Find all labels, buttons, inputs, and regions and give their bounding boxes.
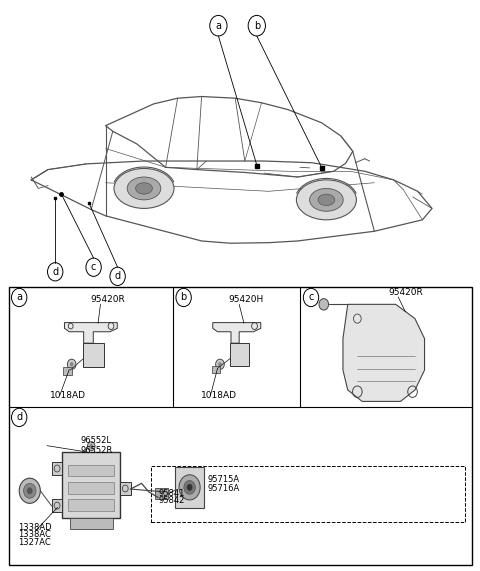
Ellipse shape [127, 177, 161, 200]
Bar [151, 466, 465, 522]
Bar [120, 482, 131, 494]
Bar [9, 287, 472, 565]
Circle shape [184, 481, 195, 494]
Circle shape [89, 444, 93, 449]
Circle shape [27, 488, 33, 494]
Bar [68, 482, 114, 493]
Circle shape [179, 475, 200, 500]
Text: 96552L: 96552L [81, 436, 112, 445]
Text: c: c [308, 292, 314, 303]
Text: 95420R: 95420R [388, 288, 423, 297]
Text: 95716A: 95716A [208, 484, 240, 493]
Text: d: d [16, 412, 22, 423]
Bar [70, 517, 113, 529]
Text: 1018AD: 1018AD [201, 391, 237, 400]
Text: 1018AD: 1018AD [50, 391, 86, 400]
Text: d: d [52, 267, 58, 277]
Polygon shape [213, 323, 261, 343]
Text: 95420H: 95420H [229, 295, 264, 304]
Circle shape [187, 484, 192, 491]
Text: c: c [91, 262, 96, 272]
Text: 1327AC: 1327AC [18, 538, 51, 546]
Text: 95841: 95841 [158, 489, 185, 497]
Text: a: a [16, 292, 22, 303]
Ellipse shape [114, 168, 174, 208]
Circle shape [87, 442, 95, 451]
Bar [68, 499, 114, 510]
Text: 95420R: 95420R [90, 295, 125, 304]
Bar [212, 366, 220, 373]
Bar [83, 343, 104, 367]
Bar [175, 467, 204, 508]
Bar [62, 452, 120, 517]
Text: a: a [216, 21, 221, 31]
Polygon shape [343, 304, 424, 401]
Circle shape [218, 362, 222, 367]
Text: 1338AD: 1338AD [18, 523, 52, 532]
Bar [52, 499, 62, 512]
Ellipse shape [310, 188, 343, 211]
Text: 95715A: 95715A [208, 475, 240, 484]
Bar [68, 465, 114, 476]
Circle shape [24, 483, 36, 498]
Circle shape [70, 362, 73, 367]
Bar [52, 463, 62, 475]
Ellipse shape [318, 194, 335, 206]
Bar [63, 367, 72, 375]
Text: 96552R: 96552R [81, 446, 113, 455]
Text: b: b [253, 21, 260, 31]
Bar [230, 343, 249, 366]
Circle shape [19, 478, 40, 504]
Text: 95842: 95842 [158, 496, 185, 505]
Text: b: b [180, 292, 187, 303]
Ellipse shape [297, 180, 356, 220]
Bar [155, 489, 168, 499]
Polygon shape [64, 323, 117, 343]
Text: 1338AC: 1338AC [18, 530, 51, 539]
Circle shape [216, 359, 224, 369]
Text: d: d [115, 271, 120, 282]
Circle shape [319, 299, 328, 310]
Ellipse shape [135, 183, 153, 194]
Circle shape [67, 359, 76, 369]
